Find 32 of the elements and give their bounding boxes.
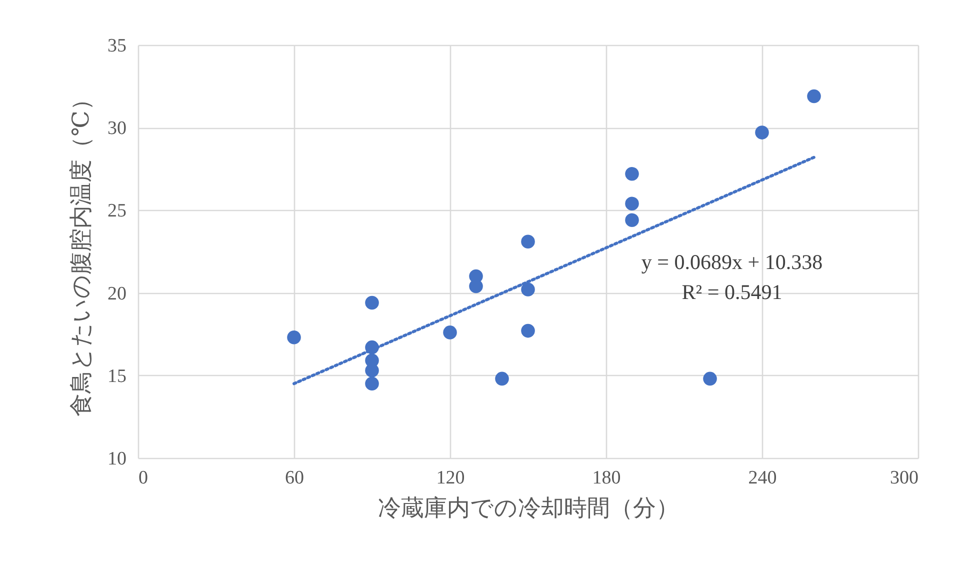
point [365, 296, 379, 310]
point [625, 213, 639, 227]
x-tick-label: 180 [592, 468, 621, 488]
x-tick-label: 240 [748, 468, 777, 488]
point [469, 279, 483, 294]
x-tick-label: 0 [138, 468, 148, 488]
annotation: y = 0.0689x + 10.338 [641, 250, 823, 274]
point [495, 372, 509, 386]
point [365, 364, 379, 378]
point [703, 372, 717, 386]
point [287, 330, 301, 344]
x-tick-label: 300 [890, 468, 918, 488]
point [365, 376, 379, 391]
y-tick-label: 15 [108, 366, 126, 387]
y-tick-label: 25 [108, 200, 126, 222]
point [521, 282, 535, 296]
point [625, 166, 639, 181]
point [521, 234, 535, 248]
point [807, 89, 821, 104]
x-axis-title: 冷蔵庫内での冷却時間（分） [378, 496, 679, 520]
annotation: R² = 0.5491 [682, 280, 782, 304]
y-tick-label: 10 [108, 448, 126, 470]
x-tick-label: 60 [285, 468, 304, 488]
point [443, 326, 457, 340]
y-tick-label: 30 [108, 118, 126, 140]
point [521, 324, 535, 338]
x-tick-label: 120 [436, 468, 465, 488]
point [625, 196, 639, 210]
y-tick-label: 20 [108, 283, 126, 304]
y-tick-label: 35 [108, 36, 126, 56]
point [755, 126, 769, 140]
y-axis-title: 食鳥とたいの腹腔内温度（℃） [68, 88, 94, 416]
